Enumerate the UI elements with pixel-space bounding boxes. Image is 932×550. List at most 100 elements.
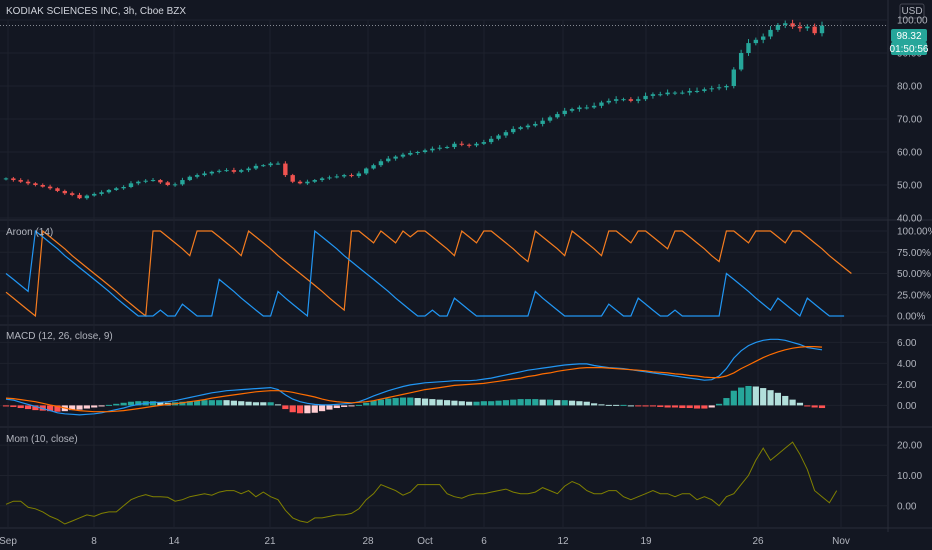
candle-body [761, 36, 766, 40]
macd-histogram-bar [613, 404, 620, 406]
candle-body [246, 168, 251, 171]
macd-histogram-bar [238, 401, 245, 406]
macd-histogram-bar [135, 401, 142, 406]
candle-body [386, 158, 391, 162]
candle-body [47, 186, 53, 189]
candle-body [393, 156, 398, 159]
candle-body [790, 23, 795, 27]
candle-body [356, 173, 362, 177]
x-tick-label: 14 [168, 536, 180, 547]
candle-body [547, 117, 553, 121]
macd-histogram-bar [377, 399, 385, 406]
macd-histogram-bar [113, 403, 120, 406]
macd-histogram-bar [208, 400, 215, 406]
candle-body [569, 109, 575, 111]
candle-body [165, 182, 170, 185]
macd-histogram-bar [120, 402, 127, 406]
candle-body [305, 181, 310, 184]
candle-body [437, 147, 442, 149]
macd-histogram-bar [54, 405, 61, 412]
macd-histogram-bar [466, 401, 473, 406]
macd-histogram-bar [488, 401, 495, 406]
y-tick-label: 4.00 [897, 359, 917, 370]
macd-histogram-bar [782, 395, 789, 406]
macd-histogram-bar [348, 405, 355, 407]
y-tick-label: 2.00 [897, 380, 917, 391]
candle-body [114, 188, 119, 190]
macd-histogram-bar [296, 405, 304, 414]
macd-histogram-bar [642, 405, 649, 407]
macd-histogram-bar [245, 401, 252, 406]
y-tick-label: 0.00 [897, 501, 917, 512]
macd-histogram-bar [421, 398, 429, 406]
candle-body [452, 143, 457, 148]
macd-histogram-bar [539, 399, 546, 406]
candle-body [297, 181, 303, 184]
candle-body [92, 193, 97, 196]
candle-body [231, 170, 237, 172]
signal-line [5, 346, 823, 413]
macd-histogram-bar [216, 400, 223, 406]
candle-body [194, 175, 200, 177]
candle-body [738, 53, 744, 70]
y-tick-label: 25.00% [897, 290, 931, 301]
candle-body [797, 26, 803, 29]
y-tick-label: 70.00 [897, 115, 922, 126]
macd-histogram-bar [436, 399, 443, 406]
candle-body [121, 186, 126, 189]
candle-body [224, 170, 229, 172]
y-tick-label: 75.00% [897, 248, 931, 259]
candle-body [327, 177, 332, 179]
macd-histogram-bar [671, 405, 679, 408]
macd-histogram-bar [576, 401, 583, 406]
macd-histogram-bar [186, 401, 193, 406]
candle-body [783, 23, 788, 25]
candle-body [753, 39, 759, 44]
macd-histogram-bar [274, 404, 282, 406]
macd-histogram-bar [201, 400, 208, 406]
x-tick-label: 12 [557, 536, 569, 547]
candle-body [341, 175, 347, 177]
macd-histogram-bar [664, 405, 671, 408]
countdown-badge-text: 01:50:56 [890, 44, 929, 55]
candle-body [466, 144, 472, 146]
candle-body [25, 181, 31, 184]
macd-histogram-bar [32, 405, 39, 411]
macd-histogram-bar [620, 404, 627, 406]
macd-histogram-bar [745, 385, 752, 406]
macd-histogram-bar [510, 399, 517, 406]
macd-histogram-bar [355, 404, 362, 406]
aroon-down-line [5, 229, 845, 318]
candle-body [3, 178, 9, 180]
macd-histogram-bar [811, 405, 818, 408]
macd-histogram-bar [223, 400, 230, 406]
x-tick-label: 6 [481, 536, 487, 547]
axis-layer: Sep8142128Oct6121926Nov100.0090.0080.007… [0, 16, 932, 548]
macd-title: MACD (12, 26, close, 9) [6, 331, 113, 342]
candle-body [55, 188, 60, 191]
macd-histogram-bar [554, 400, 561, 406]
x-tick-label: 19 [640, 536, 652, 547]
price-badge: 98.32 [891, 29, 927, 42]
y-tick-label: 50.00% [897, 269, 931, 280]
macd-histogram-bar [752, 386, 759, 406]
candle-body [349, 175, 354, 177]
candle-body [606, 100, 611, 103]
y-tick-label: 100.00% [897, 227, 932, 238]
candle-body [268, 163, 273, 166]
candle-body [775, 24, 781, 30]
currency-button-box [899, 3, 925, 19]
macd-histogram-bar [495, 400, 502, 406]
aroon-title: Aroon (14) [6, 227, 53, 238]
currency-button[interactable]: USD [899, 3, 925, 19]
candle-body [503, 132, 509, 136]
macd-histogram-bar [679, 405, 686, 409]
macd-histogram-bar [760, 388, 767, 406]
price-badge-box [891, 29, 927, 42]
candle-body [84, 195, 90, 199]
y-tick-label: 40.00 [897, 214, 922, 225]
macd-histogram-bar [649, 405, 657, 407]
macd-histogram-bar [524, 399, 532, 406]
candle-body [239, 170, 244, 172]
